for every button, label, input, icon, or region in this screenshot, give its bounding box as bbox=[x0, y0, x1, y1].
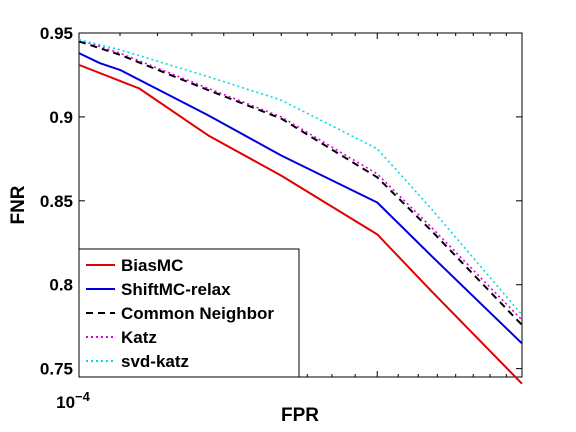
x-axis-label: FPR bbox=[281, 405, 319, 426]
series-line-common-neighbor bbox=[78, 40, 523, 326]
legend-label: BiasMC bbox=[121, 256, 183, 275]
y-axis-ticks: 0.75 0.8 0.85 0.9 0.95 bbox=[40, 24, 522, 379]
series-line-biasmc bbox=[78, 63, 523, 385]
legend-label: Common Neighbor bbox=[121, 304, 274, 323]
y-axis-label: FNR bbox=[8, 185, 29, 224]
legend-label: ShiftMC-relax bbox=[121, 280, 231, 299]
y-tick-label: 0.75 bbox=[40, 360, 73, 379]
series-line-shiftmc-relax bbox=[78, 52, 523, 345]
y-tick-label: 0.8 bbox=[49, 276, 73, 295]
legend: BiasMC ShiftMC-relax Common Neighbor Katz sv… bbox=[78, 248, 300, 378]
series-line-svd-katz bbox=[78, 38, 523, 316]
series-line-katz bbox=[78, 38, 523, 321]
y-tick-label: 0.9 bbox=[49, 108, 73, 127]
series-lines bbox=[78, 38, 523, 385]
legend-label: svd-katz bbox=[121, 352, 189, 371]
legend-label: Katz bbox=[121, 328, 157, 347]
x-tick-label: 10−4 bbox=[56, 389, 91, 412]
y-tick-label: 0.85 bbox=[40, 192, 73, 211]
y-tick-label: 0.95 bbox=[40, 24, 73, 43]
legend-box bbox=[78, 248, 300, 378]
